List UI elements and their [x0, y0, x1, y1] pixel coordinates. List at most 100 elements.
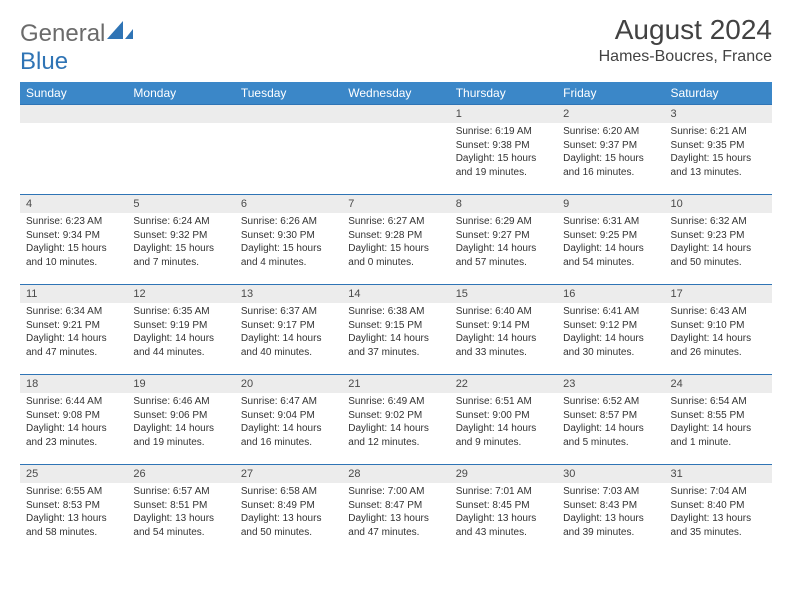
weekday-header: Sunday [20, 82, 127, 105]
day-cell: 28Sunrise: 7:00 AMSunset: 8:47 PMDayligh… [342, 465, 449, 555]
day-number [20, 105, 127, 123]
day-details: Sunrise: 6:52 AMSunset: 8:57 PMDaylight:… [557, 393, 664, 453]
day-details: Sunrise: 6:35 AMSunset: 9:19 PMDaylight:… [127, 303, 234, 363]
brand-logo: GeneralBlue [20, 20, 133, 76]
day-details: Sunrise: 6:21 AMSunset: 9:35 PMDaylight:… [665, 123, 772, 183]
day-details: Sunrise: 6:46 AMSunset: 9:06 PMDaylight:… [127, 393, 234, 453]
day-number: 26 [127, 465, 234, 483]
weekday-header: Tuesday [235, 82, 342, 105]
day-details: Sunrise: 6:38 AMSunset: 9:15 PMDaylight:… [342, 303, 449, 363]
day-number: 5 [127, 195, 234, 213]
day-cell: 17Sunrise: 6:43 AMSunset: 9:10 PMDayligh… [665, 285, 772, 375]
day-details: Sunrise: 6:24 AMSunset: 9:32 PMDaylight:… [127, 213, 234, 273]
day-cell [235, 105, 342, 195]
day-details: Sunrise: 6:55 AMSunset: 8:53 PMDaylight:… [20, 483, 127, 543]
sail-icon [107, 21, 133, 41]
day-number: 21 [342, 375, 449, 393]
day-number [342, 105, 449, 123]
day-number: 2 [557, 105, 664, 123]
day-number: 30 [557, 465, 664, 483]
day-cell: 22Sunrise: 6:51 AMSunset: 9:00 PMDayligh… [450, 375, 557, 465]
week-row: 4Sunrise: 6:23 AMSunset: 9:34 PMDaylight… [20, 195, 772, 285]
day-details: Sunrise: 6:32 AMSunset: 9:23 PMDaylight:… [665, 213, 772, 273]
day-cell: 16Sunrise: 6:41 AMSunset: 9:12 PMDayligh… [557, 285, 664, 375]
day-details: Sunrise: 6:29 AMSunset: 9:27 PMDaylight:… [450, 213, 557, 273]
day-cell: 12Sunrise: 6:35 AMSunset: 9:19 PMDayligh… [127, 285, 234, 375]
day-cell: 14Sunrise: 6:38 AMSunset: 9:15 PMDayligh… [342, 285, 449, 375]
month-title: August 2024 [599, 14, 772, 46]
day-number: 9 [557, 195, 664, 213]
day-cell: 15Sunrise: 6:40 AMSunset: 9:14 PMDayligh… [450, 285, 557, 375]
day-number: 20 [235, 375, 342, 393]
day-details: Sunrise: 6:49 AMSunset: 9:02 PMDaylight:… [342, 393, 449, 453]
day-cell: 11Sunrise: 6:34 AMSunset: 9:21 PMDayligh… [20, 285, 127, 375]
day-details: Sunrise: 6:41 AMSunset: 9:12 PMDaylight:… [557, 303, 664, 363]
day-cell: 5Sunrise: 6:24 AMSunset: 9:32 PMDaylight… [127, 195, 234, 285]
weekday-header: Thursday [450, 82, 557, 105]
day-cell: 18Sunrise: 6:44 AMSunset: 9:08 PMDayligh… [20, 375, 127, 465]
title-block: August 2024 Hames-Boucres, France [599, 14, 772, 66]
day-number: 1 [450, 105, 557, 123]
weekday-header: Saturday [665, 82, 772, 105]
day-cell: 6Sunrise: 6:26 AMSunset: 9:30 PMDaylight… [235, 195, 342, 285]
day-details: Sunrise: 6:58 AMSunset: 8:49 PMDaylight:… [235, 483, 342, 543]
day-number: 4 [20, 195, 127, 213]
day-number: 7 [342, 195, 449, 213]
brand-name: GeneralBlue [20, 20, 133, 76]
day-number: 27 [235, 465, 342, 483]
day-number: 29 [450, 465, 557, 483]
day-number: 6 [235, 195, 342, 213]
day-cell: 20Sunrise: 6:47 AMSunset: 9:04 PMDayligh… [235, 375, 342, 465]
day-cell: 7Sunrise: 6:27 AMSunset: 9:28 PMDaylight… [342, 195, 449, 285]
weekday-header: Wednesday [342, 82, 449, 105]
day-cell: 8Sunrise: 6:29 AMSunset: 9:27 PMDaylight… [450, 195, 557, 285]
week-row: 1Sunrise: 6:19 AMSunset: 9:38 PMDaylight… [20, 105, 772, 195]
day-cell: 2Sunrise: 6:20 AMSunset: 9:37 PMDaylight… [557, 105, 664, 195]
day-number: 3 [665, 105, 772, 123]
day-details: Sunrise: 6:44 AMSunset: 9:08 PMDaylight:… [20, 393, 127, 453]
day-cell: 24Sunrise: 6:54 AMSunset: 8:55 PMDayligh… [665, 375, 772, 465]
day-cell [20, 105, 127, 195]
day-number [235, 105, 342, 123]
day-cell [342, 105, 449, 195]
day-details: Sunrise: 6:43 AMSunset: 9:10 PMDaylight:… [665, 303, 772, 363]
calendar-page: GeneralBlue August 2024 Hames-Boucres, F… [0, 0, 792, 565]
day-number: 12 [127, 285, 234, 303]
calendar-body: 1Sunrise: 6:19 AMSunset: 9:38 PMDaylight… [20, 105, 772, 555]
day-number: 31 [665, 465, 772, 483]
day-details: Sunrise: 6:27 AMSunset: 9:28 PMDaylight:… [342, 213, 449, 273]
weekday-header-row: SundayMondayTuesdayWednesdayThursdayFrid… [20, 82, 772, 105]
day-number: 25 [20, 465, 127, 483]
day-details: Sunrise: 6:19 AMSunset: 9:38 PMDaylight:… [450, 123, 557, 183]
day-number: 10 [665, 195, 772, 213]
calendar-table: SundayMondayTuesdayWednesdayThursdayFrid… [20, 82, 772, 555]
day-cell: 1Sunrise: 6:19 AMSunset: 9:38 PMDaylight… [450, 105, 557, 195]
day-cell: 25Sunrise: 6:55 AMSunset: 8:53 PMDayligh… [20, 465, 127, 555]
day-cell: 19Sunrise: 6:46 AMSunset: 9:06 PMDayligh… [127, 375, 234, 465]
location-label: Hames-Boucres, France [599, 48, 772, 66]
day-details: Sunrise: 7:00 AMSunset: 8:47 PMDaylight:… [342, 483, 449, 543]
day-cell: 27Sunrise: 6:58 AMSunset: 8:49 PMDayligh… [235, 465, 342, 555]
day-details: Sunrise: 6:47 AMSunset: 9:04 PMDaylight:… [235, 393, 342, 453]
day-cell: 31Sunrise: 7:04 AMSunset: 8:40 PMDayligh… [665, 465, 772, 555]
day-number: 17 [665, 285, 772, 303]
day-number: 28 [342, 465, 449, 483]
day-details: Sunrise: 6:26 AMSunset: 9:30 PMDaylight:… [235, 213, 342, 273]
header-row: GeneralBlue August 2024 Hames-Boucres, F… [20, 14, 772, 76]
day-details: Sunrise: 7:03 AMSunset: 8:43 PMDaylight:… [557, 483, 664, 543]
day-number: 8 [450, 195, 557, 213]
day-cell: 29Sunrise: 7:01 AMSunset: 8:45 PMDayligh… [450, 465, 557, 555]
week-row: 18Sunrise: 6:44 AMSunset: 9:08 PMDayligh… [20, 375, 772, 465]
day-cell: 26Sunrise: 6:57 AMSunset: 8:51 PMDayligh… [127, 465, 234, 555]
day-number: 14 [342, 285, 449, 303]
day-cell [127, 105, 234, 195]
day-details: Sunrise: 7:01 AMSunset: 8:45 PMDaylight:… [450, 483, 557, 543]
day-cell: 30Sunrise: 7:03 AMSunset: 8:43 PMDayligh… [557, 465, 664, 555]
weekday-header: Monday [127, 82, 234, 105]
day-number: 16 [557, 285, 664, 303]
day-number: 13 [235, 285, 342, 303]
day-details: Sunrise: 6:23 AMSunset: 9:34 PMDaylight:… [20, 213, 127, 273]
day-cell: 9Sunrise: 6:31 AMSunset: 9:25 PMDaylight… [557, 195, 664, 285]
day-details: Sunrise: 6:51 AMSunset: 9:00 PMDaylight:… [450, 393, 557, 453]
day-cell: 13Sunrise: 6:37 AMSunset: 9:17 PMDayligh… [235, 285, 342, 375]
